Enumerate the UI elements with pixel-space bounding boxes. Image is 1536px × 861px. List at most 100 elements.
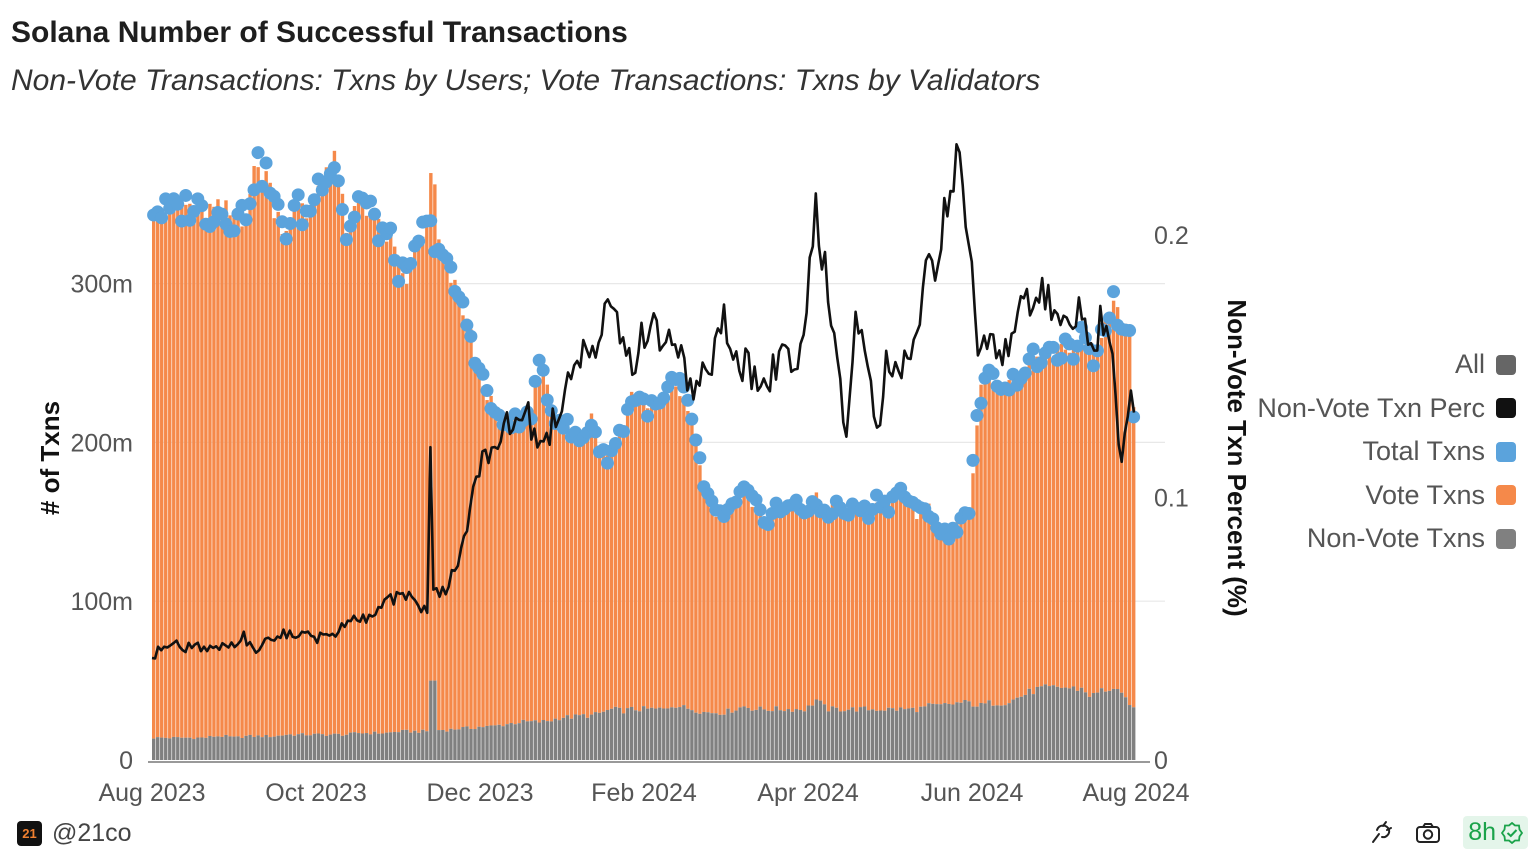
nonvote-bar [658,707,662,760]
nonvote-bar [473,729,477,760]
nonvote-bar [1115,689,1120,760]
nonvote-bar [372,731,377,760]
nonvote-bar [324,735,329,760]
total-txns-point [749,493,763,507]
vote-bar [332,150,337,734]
nonvote-bar [437,730,441,760]
nonvote-bar [971,706,975,760]
nonvote-bar [501,726,505,760]
nonvote-bar [509,723,513,760]
vote-bar [838,507,843,712]
vote-bar [621,432,626,714]
y-right-tick-label: 0.1 [1154,485,1189,513]
vote-bar [425,224,429,732]
legend: All Non-Vote Txn Perc Total Txns Vote Tx… [1216,343,1516,561]
nonvote-bar [525,721,529,760]
vote-bar [690,418,694,711]
vote-bar [537,380,541,723]
vote-bar [156,219,160,738]
nonvote-bar [529,721,533,760]
legend-item-nonvote-txns[interactable]: Non-Vote Txns [1216,517,1516,561]
vote-bar [870,509,875,710]
nonvote-bar [854,711,859,760]
vote-bar [778,511,782,711]
total-txns-point [295,218,309,232]
vote-bar [312,196,317,734]
vote-bar [256,167,260,736]
refresh-spark-icon[interactable] [1369,820,1393,846]
nonvote-bar [1087,696,1092,760]
nonvote-bar [589,714,594,760]
vote-bar [585,434,590,718]
nonvote-bar [513,724,517,760]
vote-bar [1095,348,1100,693]
nonvote-bar [288,734,292,760]
vote-bar [344,232,349,735]
vote-bar [320,186,325,735]
vote-bar [866,512,871,711]
vote-bar [276,211,280,736]
legend-item-total-txns[interactable]: Total Txns [1216,430,1516,474]
nonvote-bar [380,733,385,760]
vote-bar [348,221,353,733]
nonvote-bar [481,727,485,760]
total-txns-point [339,233,353,247]
vote-bar [650,406,654,708]
nonvote-bar [413,730,417,760]
legend-label: Vote Txns [1365,479,1485,510]
nonvote-bar [770,711,774,760]
nonvote-bar [565,715,570,760]
nonvote-bar [569,718,574,760]
total-txns-point [681,393,695,407]
total-txns-point [456,295,470,309]
freshness-badge[interactable]: 8h [1463,816,1528,849]
total-txns-point [279,232,293,246]
vote-bar [573,429,578,715]
legend-item-nonvote-percent[interactable]: Non-Vote Txn Perc [1216,387,1516,431]
total-txns-point [1107,285,1121,299]
vote-bar [903,493,907,710]
legend-item-vote-txns[interactable]: Vote Txns [1216,474,1516,518]
vote-bar [955,522,959,703]
nonvote-bar [609,708,614,760]
vote-bar [184,204,188,738]
nonvote-bar [842,711,847,760]
nonvote-bar [1007,703,1011,760]
vote-bar [947,534,951,704]
vote-bar [593,435,598,713]
nonvote-bar [453,729,457,760]
nonvote-bar [320,734,325,760]
camera-icon[interactable] [1415,822,1441,844]
vote-bar [874,502,879,711]
nonvote-bar [264,735,268,760]
author-handle[interactable]: @21co [52,819,132,847]
total-txns-point [404,256,418,270]
vote-bar [240,226,244,738]
vote-bar [248,193,252,735]
vote-bar [1055,349,1060,687]
vote-bar [963,512,967,701]
vote-bar [364,215,369,734]
vote-bar [931,519,935,704]
legend-item-all[interactable]: All [1216,343,1516,387]
vote-bar [336,180,341,734]
nonvote-bar [641,706,646,760]
nonvote-bar [822,704,827,760]
nonvote-bar [457,729,461,760]
total-txns-point [1127,410,1141,424]
vote-bar [392,246,397,732]
vote-bar [641,396,646,707]
nonvote-bar [577,715,582,760]
vote-bar [284,230,288,735]
vote-bar [750,506,754,711]
x-tick-label: Aug 2023 [98,779,205,807]
nonvote-bar [1043,684,1048,760]
vote-bar [646,408,650,709]
total-txns-point [536,363,550,377]
vote-bar [216,199,220,737]
nonvote-bar [999,705,1003,760]
vote-bar [168,201,172,739]
vote-bar [292,207,296,736]
vote-bar [533,387,537,721]
total-txns-point [1066,352,1080,366]
